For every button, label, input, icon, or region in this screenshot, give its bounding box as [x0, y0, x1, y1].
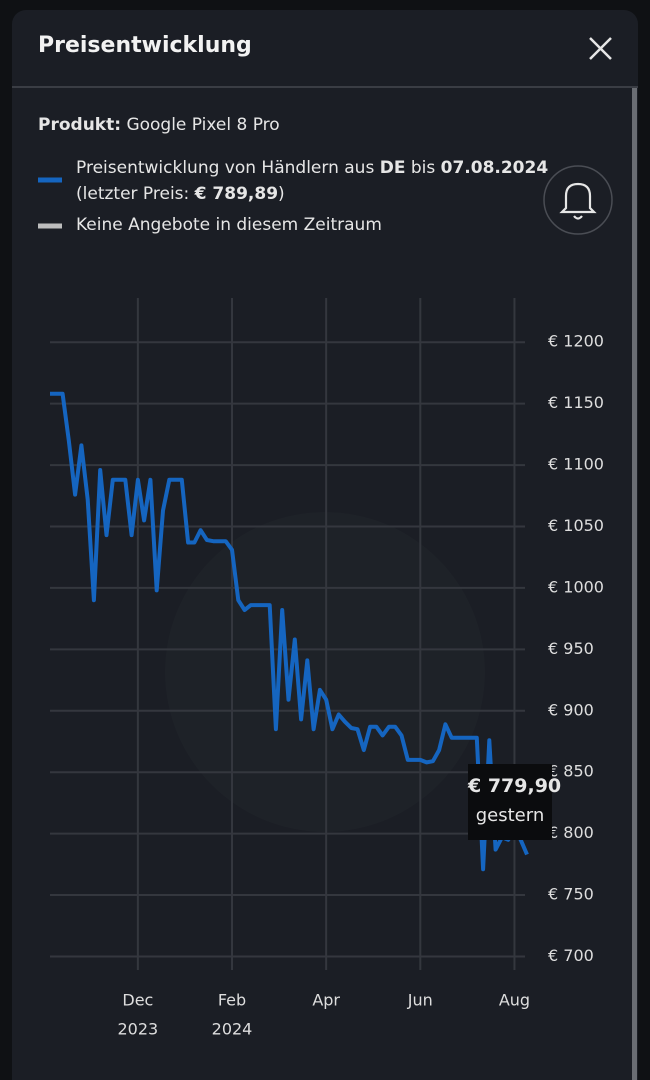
x-tick-label: Feb [218, 991, 246, 1010]
x-tick-label: Dec [122, 991, 153, 1010]
tooltip: € 779,90 gestern [468, 764, 562, 840]
y-tick-label: € 1050 [548, 516, 604, 535]
product: Produkt: Google Pixel 8 Pro [38, 115, 280, 135]
x-tick-label: 2023 [118, 1020, 159, 1039]
legend-text: ) [278, 184, 285, 204]
product-label: Produkt: [38, 115, 122, 135]
legend-entry: Preisentwicklung von Händlern aus DE bis… [76, 155, 548, 207]
product-value: Google Pixel 8 Pro [126, 115, 280, 135]
scrollbar [632, 88, 637, 1080]
y-tick-label: € 850 [548, 762, 594, 781]
y-tick-label: € 700 [548, 946, 594, 965]
close-icon[interactable] [589, 37, 612, 60]
y-tick-label: € 900 [548, 700, 594, 719]
alert-button[interactable] [543, 165, 613, 235]
price-line [50, 391, 529, 872]
x-tick-label: Apr [312, 991, 340, 1010]
x-tick-label: Aug [499, 991, 530, 1010]
legend-text: (letzter Preis: [76, 184, 190, 204]
x-tick-label: Jun [407, 991, 433, 1010]
legend-text: Preisentwicklung von Händlern aus [76, 158, 375, 178]
x-tick-label: 2024 [212, 1020, 253, 1039]
title: Preisentwicklung [38, 33, 252, 58]
y-tick-label: € 800 [548, 823, 594, 842]
y-tick-label: € 1100 [548, 455, 604, 474]
y-tick-label: € 1150 [548, 393, 604, 412]
tooltip-label: gestern [475, 805, 545, 826]
y-tick-label: € 950 [548, 639, 594, 658]
bell-icon[interactable] [559, 182, 597, 220]
legend-text: 07.08.2024 [440, 158, 549, 178]
legend-text: bis [410, 158, 436, 178]
legend-text: € 789,89 [194, 184, 279, 204]
legend-text: DE [379, 158, 406, 178]
y-tick-label: € 1000 [548, 577, 604, 596]
y-tick-label: € 750 [548, 885, 594, 904]
tooltip-value: € 779,90 [468, 775, 562, 797]
legend-text: Keine Angebote in diesem Zeitraum [76, 215, 382, 235]
watermark [165, 512, 485, 832]
y-tick-label: € 1200 [548, 332, 604, 351]
